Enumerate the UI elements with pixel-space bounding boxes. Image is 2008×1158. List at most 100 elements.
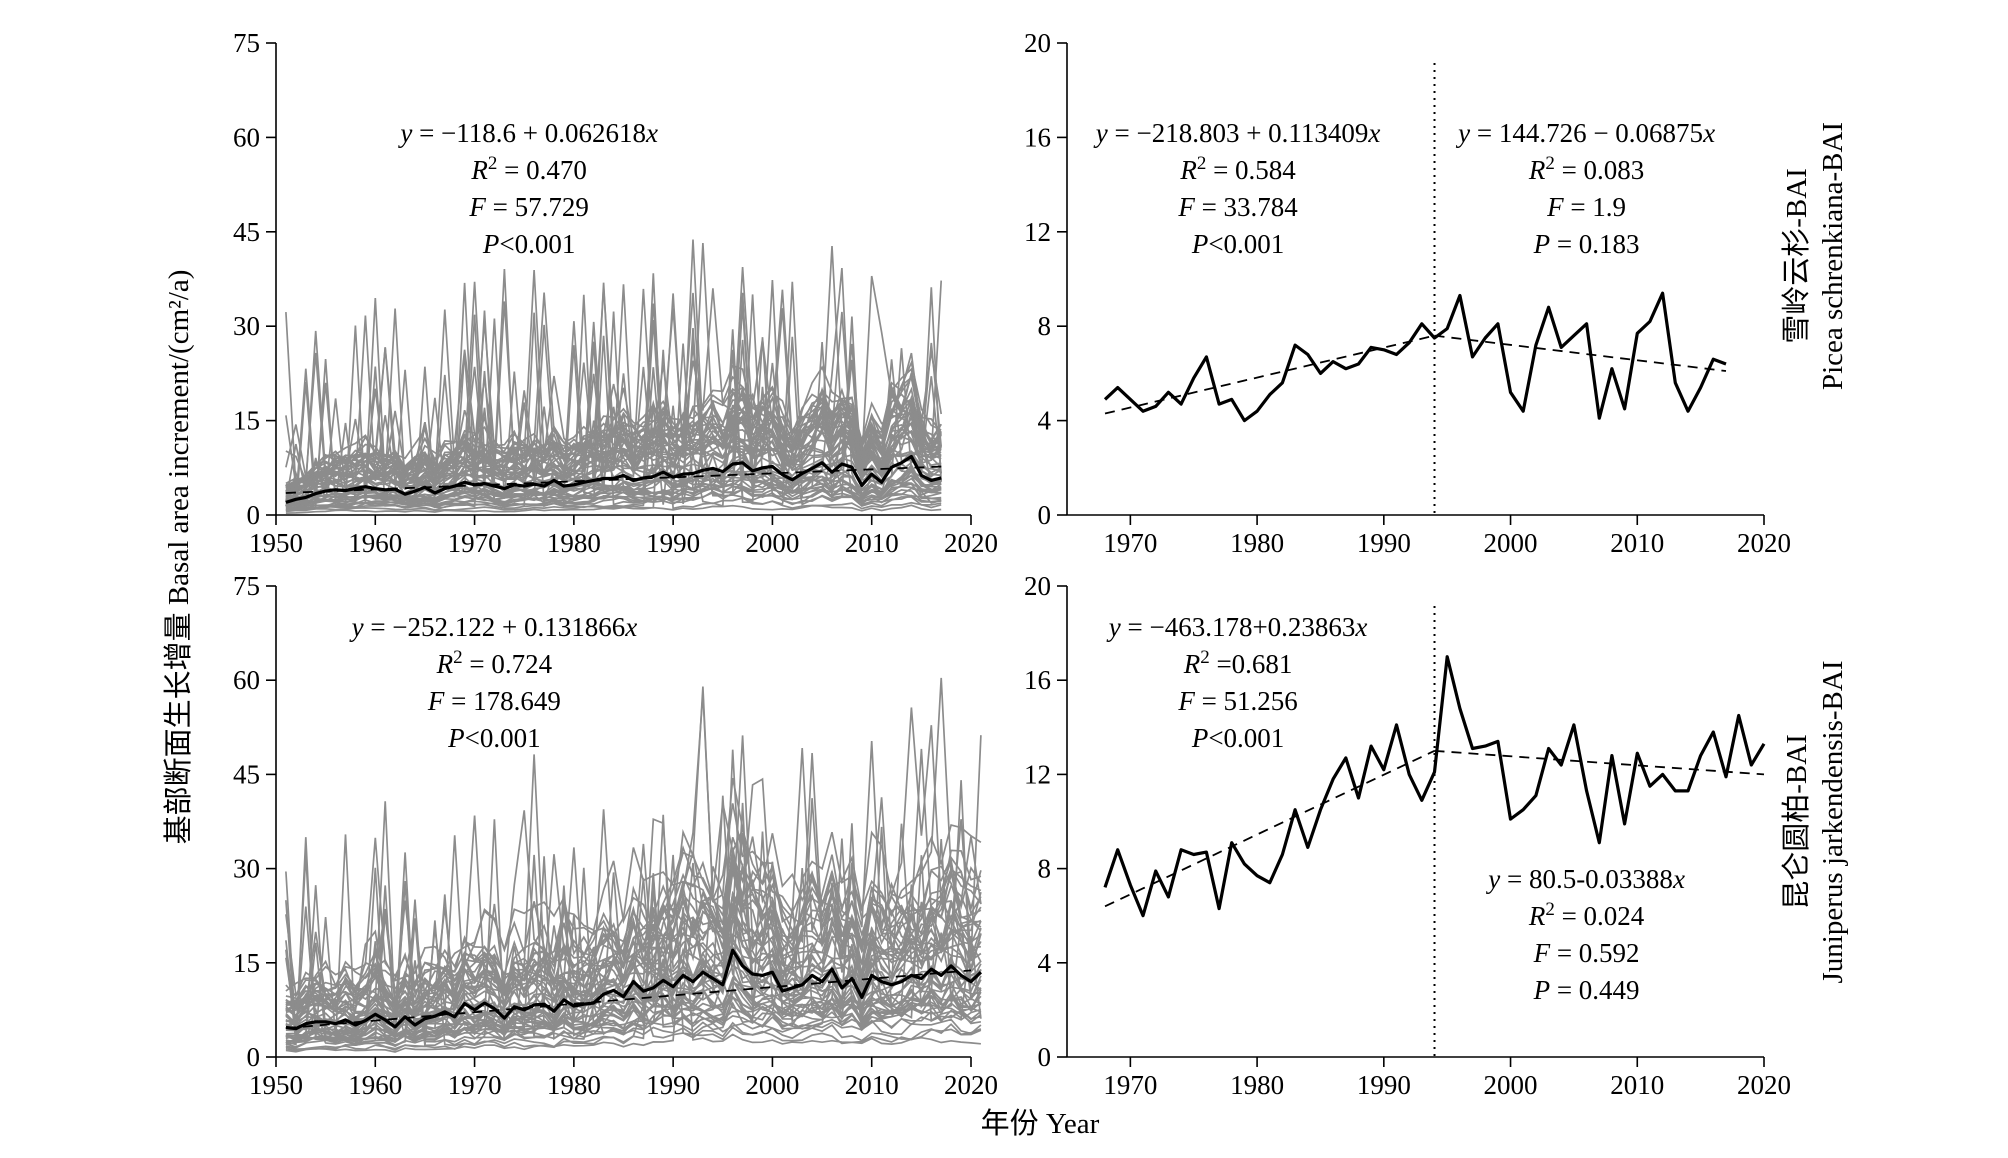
x-tick-label: 1980 [547,528,601,558]
x-tick-label: 1970 [1103,1070,1157,1100]
ann-rest: = −463.178+0.23863 [1121,612,1356,642]
trend-line-early [1104,334,1435,415]
annotation-late-line: F = 1.9 [1546,192,1626,222]
ann-rest: <0.001 [1208,229,1284,259]
ann-var: P [482,229,500,259]
ann-rest: = 51.256 [1195,686,1298,716]
ann-rest: <0.001 [1208,723,1284,753]
annotation-late-line: y = 80.5-0.03388x [1485,864,1685,894]
series-line [1103,291,1727,423]
x-tick-label: 1970 [1103,528,1157,558]
x-tick-label: 1990 [1357,528,1411,558]
x-axis-label: 年份 Year [981,1107,1100,1140]
x-tick-label: 1990 [646,1070,700,1100]
y-tick-label: 0 [247,1042,261,1072]
individual-series [285,504,942,514]
ann-var: x [1367,118,1380,148]
individual-series [285,359,942,494]
annotation-early-line: P<0.001 [1191,723,1284,753]
annotation-late-line: R2 = 0.083 [1528,153,1644,185]
ann-rest: = 0.592 [1550,938,1639,968]
individual-series-group [285,677,982,1053]
y-tick-label: 60 [233,665,260,695]
y-tick-label: 12 [1024,759,1051,789]
x-tick-label: 1980 [1230,1070,1284,1100]
y-tick-label: 45 [233,217,260,247]
ann-var: P [447,723,465,753]
individual-series [285,359,942,503]
individual-series [285,485,942,511]
ann-rest: = 178.649 [444,686,560,716]
y-tick-label: 0 [247,500,261,530]
ann-var: F [1546,192,1564,222]
regression-annotation-line: F = 178.649 [427,686,561,716]
ann-var: y [1455,118,1470,148]
individual-series [285,854,982,1052]
x-tick-label: 1990 [1357,1070,1411,1100]
individual-series [285,288,942,488]
ann-rest: = 1.9 [1564,192,1626,222]
ann-var: P [1191,723,1209,753]
ann-sup: 2 [488,153,498,174]
ann-var: R [470,155,488,185]
x-tick-label: 1960 [348,528,402,558]
ann-var: R [436,649,454,679]
y-axis-label: 基部断面生长增量 Basal area increment/(cm²/a) [162,270,195,845]
x-tick-label: 1980 [547,1070,601,1100]
ann-var: F [1177,192,1195,222]
annotation-late-line: R2 = 0.024 [1528,899,1645,931]
regression-annotation-line: F = 57.729 [468,192,588,222]
x-tick-label: 1970 [448,1070,502,1100]
ann-rest: = 80.5-0.03388 [1500,864,1673,894]
individual-series [285,907,981,1053]
annotation-early-line: F = 33.784 [1177,192,1298,222]
ann-rest: <0.001 [465,723,541,753]
y-tick-label: 30 [233,854,260,884]
regression-annotation-line: y = −252.122 + 0.131866x [349,612,638,642]
regression-annotation-line: R2 = 0.470 [470,153,586,185]
individual-series [285,303,942,496]
annotation-early-line: y = −463.178+0.23863x [1106,612,1368,642]
ann-rest: = 33.784 [1195,192,1298,222]
row-label-top-cn: 雪岭云杉-BAI [1780,168,1813,344]
individual-series [285,741,982,1011]
ann-var: x [624,612,637,642]
individual-series [285,693,982,1015]
x-tick-label: 2000 [745,1070,799,1100]
ann-rest: = −218.803 + 0.113409 [1108,118,1369,148]
y-tick-label: 0 [1038,500,1052,530]
individual-series [285,795,982,1040]
annotation-late-line: P = 0.449 [1533,975,1640,1005]
ann-sup: 2 [1200,647,1210,668]
x-tick-label: 2020 [944,528,998,558]
y-tick-label: 0 [1038,1042,1052,1072]
ann-rest: = 0.449 [1550,975,1639,1005]
y-tick-label: 75 [233,571,260,601]
mean-series-line [285,454,942,504]
ann-var: y [397,118,412,148]
x-tick-label: 2020 [1737,1070,1791,1100]
y-tick-label: 4 [1038,406,1052,436]
row-label-top-en: Picea schrenkiana-BAI [1817,122,1849,390]
ann-var: P [1533,229,1551,259]
x-tick-label: 2020 [1737,528,1791,558]
individual-series [285,843,982,1031]
x-tick-label: 1950 [249,1070,303,1100]
ann-rest: = 0.584 [1206,155,1296,185]
x-tick-label: 2020 [944,1070,998,1100]
y-tick-label: 4 [1038,948,1052,978]
x-tick-label: 2010 [845,1070,899,1100]
individual-series [285,814,982,1043]
trend-line [285,969,972,1030]
regression-annotation-line: y = −118.6 + 0.062618x [397,118,658,148]
individual-series [285,349,942,513]
trend-line-late [1434,749,1765,776]
y-tick-label: 60 [233,122,260,152]
annotation-early-line: P<0.001 [1191,229,1284,259]
y-tick-label: 45 [233,759,260,789]
ann-var: R [1528,901,1546,931]
row-label-bottom-cn: 昆仑圆柏-BAI [1780,734,1813,910]
annotation-early-line: R2 = 0.584 [1179,153,1296,185]
ann-var: x [645,118,658,148]
